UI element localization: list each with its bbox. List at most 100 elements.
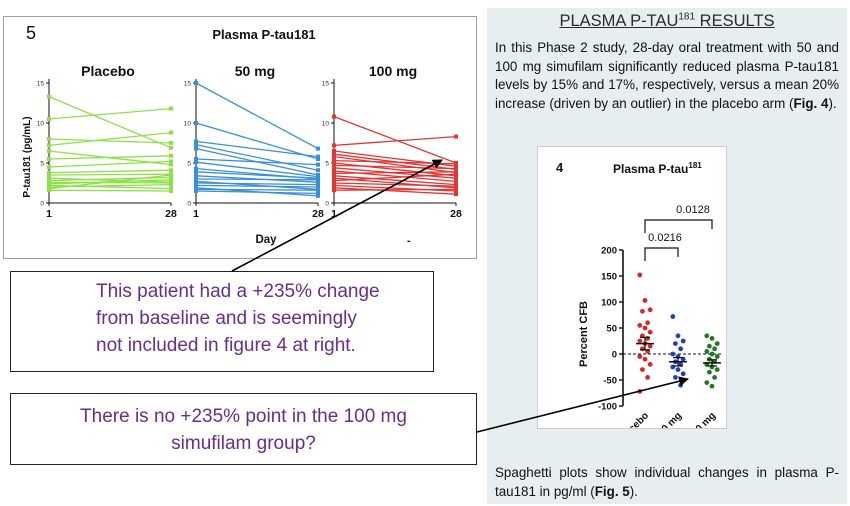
- subject-point: [47, 149, 51, 153]
- subject-line: [333, 188, 457, 191]
- panel-title: 50 mg: [235, 63, 275, 79]
- subject-point: [194, 146, 198, 151]
- subject-point: [454, 179, 458, 184]
- data-point: [704, 333, 710, 339]
- subject-line: [48, 138, 172, 144]
- subject-line: [195, 190, 319, 195]
- x-tick-label: 1: [193, 208, 199, 220]
- subject-point: [316, 191, 320, 196]
- subject-line: [195, 143, 319, 171]
- subject-line: [195, 178, 319, 181]
- subject-line: [333, 187, 457, 195]
- subject-point: [169, 189, 173, 193]
- subject-point: [316, 162, 320, 167]
- subject-line: [48, 177, 172, 183]
- subject-point: [169, 153, 173, 158]
- data-point: [647, 362, 653, 367]
- callout-1-line-3: not included in figure 4 at right.: [96, 335, 356, 356]
- data-point: [640, 308, 645, 314]
- subject-point: [332, 158, 336, 163]
- subject-point: [194, 121, 198, 125]
- intro-end: ).: [828, 95, 837, 111]
- subject-point: [169, 130, 173, 135]
- y-tick-label: 50: [606, 324, 617, 335]
- subject-point: [454, 169, 458, 174]
- y-tick-label: 5: [40, 161, 44, 168]
- data-point: [670, 314, 676, 319]
- intro-paragraph: In this Phase 2 study, 28-day oral treat…: [495, 39, 839, 113]
- subject-point: [454, 187, 458, 192]
- subject-point: [332, 176, 336, 181]
- subject-line: [48, 189, 172, 192]
- subject-line: [333, 171, 457, 175]
- subject-point: [454, 176, 458, 181]
- y-tick-label: 150: [601, 272, 617, 283]
- subject-point: [47, 165, 51, 169]
- subject-point: [316, 180, 320, 185]
- subject-point: [194, 181, 198, 185]
- y-tick-label: 0: [325, 201, 329, 208]
- subject-line: [333, 155, 457, 174]
- subject-point: [169, 159, 173, 164]
- subject-point: [47, 170, 51, 175]
- caption-text: Spaghetti plots show individual changes …: [495, 465, 839, 499]
- subject-point: [332, 149, 336, 153]
- y-tick-label: 5: [187, 161, 191, 168]
- subject-line: [333, 173, 457, 182]
- subject-point: [194, 189, 198, 193]
- figure-4-title: Plasma P-tau181: [613, 161, 702, 176]
- y-tick-label: 10: [184, 121, 192, 128]
- subject-line: [333, 115, 457, 164]
- intro-text: In this Phase 2 study, 28-day oral treat…: [495, 40, 839, 111]
- subject-line: [195, 158, 319, 166]
- callout-missing-point: There is no +235% point in the 100 mg si…: [10, 393, 477, 465]
- panel-50-mg: 50 mg 0 5 10 15 1 28: [184, 63, 324, 220]
- data-point: [709, 336, 715, 341]
- data-point: [645, 320, 650, 326]
- y-tick-label: -100: [598, 402, 617, 413]
- subject-point: [454, 192, 458, 197]
- subject-line: [333, 162, 457, 177]
- data-point: [642, 325, 648, 331]
- subject-line: [48, 107, 172, 120]
- subject-point: [47, 143, 51, 148]
- subject-point: [47, 188, 51, 193]
- panel-title: 100 mg: [369, 63, 417, 79]
- subject-point: [169, 141, 173, 145]
- spaghetti-plots: Placebo 0 5 10 15 1 28 50 mg 0 5 10 15 1 28 100 mg 0 5 10…: [37, 63, 462, 220]
- subject-point: [194, 183, 198, 188]
- subject-point: [169, 162, 173, 167]
- x-tick-label: 28: [312, 208, 324, 220]
- subject-point: [332, 183, 336, 188]
- data-point: [712, 375, 717, 380]
- figure-4-ylabel: Percent CFB: [578, 301, 590, 367]
- subject-point: [316, 154, 320, 159]
- subject-point: [194, 173, 198, 178]
- heading-tail: RESULTS: [695, 11, 775, 30]
- subject-point: [194, 81, 198, 85]
- callout-2-line-2: simufilam group?: [171, 433, 316, 454]
- caption-paragraph: Spaghetti plots show individual changes …: [495, 464, 839, 501]
- subject-point: [194, 166, 198, 171]
- subject-point: [47, 94, 51, 99]
- panel-placebo: Placebo 0 5 10 15 1 28: [37, 63, 177, 220]
- data-point: [707, 369, 712, 375]
- subject-point: [332, 178, 336, 183]
- data-point: [709, 351, 715, 357]
- bracket-placebo-100mg: [644, 219, 713, 233]
- subject-line: [195, 140, 319, 158]
- data-point: [637, 338, 643, 344]
- results-heading: PLASMA P-TAU181 RESULTS: [487, 11, 847, 31]
- callout-1-line-2: from baseline and is seemingly: [96, 308, 357, 329]
- subject-point: [316, 168, 320, 173]
- caption-fig-ref: Fig. 5: [594, 483, 630, 499]
- subject-point: [332, 114, 336, 119]
- data-point: [714, 367, 720, 372]
- data-point: [709, 383, 715, 389]
- stray-mark: -: [407, 235, 411, 247]
- subject-line: [48, 96, 172, 149]
- data-point: [675, 333, 681, 339]
- panel-title: Placebo: [81, 63, 135, 79]
- subject-point: [47, 173, 51, 177]
- y-tick-label: 0: [187, 201, 191, 208]
